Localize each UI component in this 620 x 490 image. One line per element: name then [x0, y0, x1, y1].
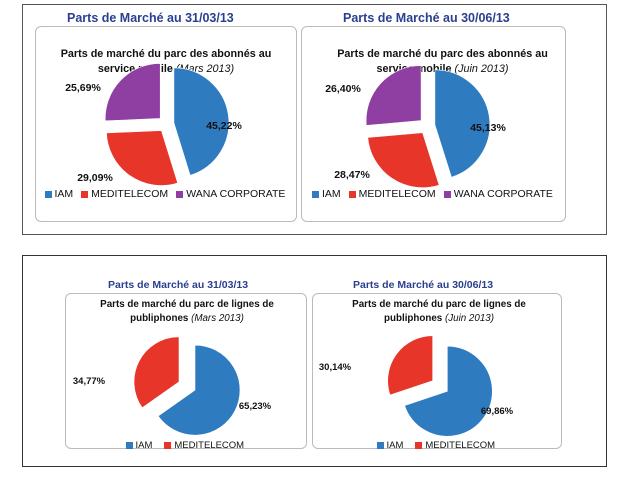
legend-item: IAM — [125, 440, 153, 451]
data-label: 28,47% — [334, 169, 370, 181]
legend-swatch — [81, 190, 89, 198]
pie-slice-iam — [404, 345, 493, 437]
data-label: 29,09% — [77, 172, 113, 184]
chart-card-1 — [35, 26, 297, 222]
legend-item: MEDITELECOM — [164, 440, 244, 451]
legend-item: IAM — [376, 440, 404, 451]
legend-item: MEDITELECOM — [415, 440, 495, 451]
legend-item: WANA CORPORATE — [443, 188, 553, 200]
pie-slice-iam — [157, 344, 241, 436]
legend-label: WANA CORPORATE — [186, 188, 286, 200]
pie-slice-wana-corporate — [365, 65, 422, 126]
legend-swatch — [415, 442, 423, 449]
data-label: 26,40% — [325, 83, 361, 95]
legend-swatch — [312, 190, 319, 198]
legend-swatch — [348, 190, 356, 198]
data-label: 45,13% — [470, 122, 506, 134]
chart-title: Parts de marché du parc de lignes de pub… — [80, 298, 294, 326]
chart-title: Parts de marché du parc de lignes de pub… — [332, 298, 546, 326]
data-label: 25,69% — [65, 82, 101, 94]
data-label: 34,77% — [73, 376, 106, 387]
pie-slice-wana-corporate — [104, 63, 161, 122]
chart-card-2 — [301, 26, 566, 222]
chart-heading: Parts de Marché au 31/03/13 — [108, 279, 249, 291]
pie-slice-meditelecom — [367, 132, 440, 188]
legend-label: MEDITELECOM — [358, 188, 436, 200]
legend-label: IAM — [54, 188, 74, 200]
legend-swatch — [376, 442, 384, 449]
chart-legend: IAM MEDITELECOM WANA CORPORATE — [44, 188, 285, 200]
chart-heading: Parts de Marché au 31/03/13 — [67, 11, 234, 25]
legend-item: IAM — [44, 188, 74, 200]
legend-label: MEDITELECOM — [91, 188, 169, 200]
data-label: 45,22% — [206, 120, 242, 132]
legend-swatch — [125, 442, 133, 449]
pie-slice-meditelecom — [106, 130, 179, 186]
legend-item: MEDITELECOM — [348, 188, 436, 200]
chart-legend: IAM MEDITELECOM — [125, 440, 244, 451]
data-label: 65,23% — [239, 401, 272, 412]
chart-title-text: Parts de marché du parc de lignes de pub… — [352, 299, 526, 324]
legend-label: IAM — [386, 440, 404, 451]
legend-swatch — [443, 190, 451, 198]
legend-label: IAM — [322, 188, 341, 200]
pie-slice-meditelecom — [387, 335, 433, 396]
chart-heading: Parts de Marché au 30/06/13 — [353, 279, 494, 291]
legend-item: WANA CORPORATE — [176, 188, 285, 200]
legend-swatch — [44, 190, 52, 198]
legend-swatch — [176, 190, 184, 198]
chart-heading: Parts de Marché au 30/06/13 — [343, 11, 510, 25]
legend-item: IAM — [312, 188, 341, 200]
legend-item: MEDITELECOM — [81, 188, 168, 200]
chart-legend: IAM MEDITELECOM WANA CORPORATE — [312, 188, 553, 200]
legend-label: WANA CORPORATE — [453, 188, 553, 200]
legend-label: MEDITELECOM — [174, 440, 245, 451]
data-label: 30,14% — [319, 362, 352, 373]
data-label: 69,86% — [481, 406, 514, 417]
chart-period: (Juin 2013) — [444, 313, 494, 324]
chart-title-text: Parts de marché du parc de lignes de pub… — [100, 299, 274, 324]
chart-legend: IAM MEDITELECOM — [376, 440, 495, 451]
legend-swatch — [164, 442, 172, 449]
chart-period: (Juin 2013) — [454, 63, 509, 75]
legend-label: MEDITELECOM — [425, 440, 496, 451]
pie-slice-iam — [173, 67, 230, 176]
pie-slice-iam — [434, 69, 491, 178]
legend-label: IAM — [135, 440, 153, 451]
pie-slice-meditelecom — [133, 336, 180, 409]
chart-period: (Mars 2013) — [191, 313, 244, 324]
